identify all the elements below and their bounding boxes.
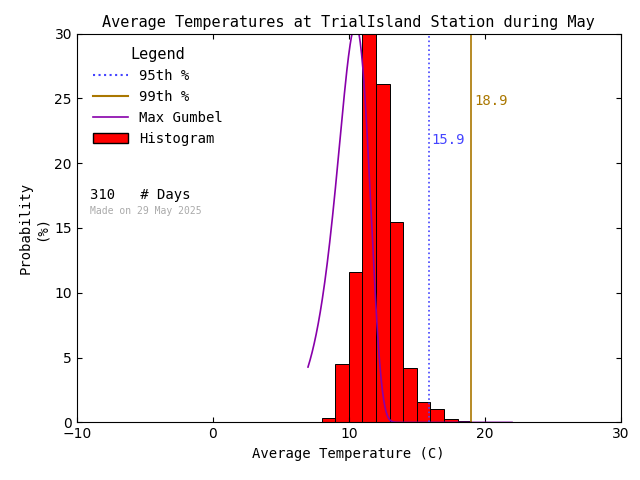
Bar	[376, 84, 390, 422]
Bar	[431, 409, 444, 422]
Bar	[390, 222, 403, 422]
Y-axis label: Probability
(%): Probability (%)	[19, 182, 49, 274]
Bar	[322, 418, 335, 422]
Legend: 95th %, 99th %, Max Gumbel, Histogram: 95th %, 99th %, Max Gumbel, Histogram	[88, 41, 228, 151]
Title: Average Temperatures at TrialIsland Station during May: Average Temperatures at TrialIsland Stat…	[102, 15, 595, 30]
Bar	[403, 368, 417, 422]
Bar	[362, 34, 376, 422]
Bar	[444, 419, 458, 422]
Bar	[349, 272, 362, 422]
Text: Made on 29 May 2025: Made on 29 May 2025	[90, 206, 202, 216]
X-axis label: Average Temperature (C): Average Temperature (C)	[253, 447, 445, 461]
Bar	[335, 364, 349, 422]
Text: 15.9: 15.9	[432, 133, 465, 147]
Bar	[417, 402, 431, 422]
Bar	[458, 421, 471, 422]
Text: 18.9: 18.9	[474, 94, 508, 108]
Bar	[471, 421, 485, 422]
Text: 310   # Days: 310 # Days	[90, 188, 191, 202]
